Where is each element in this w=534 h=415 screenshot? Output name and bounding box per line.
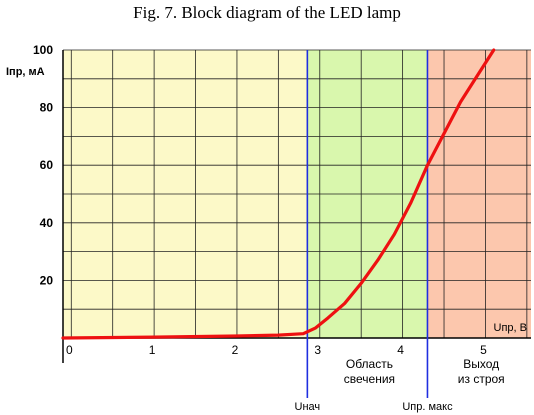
y-tick-label: 100 — [33, 43, 53, 57]
series-point — [409, 201, 413, 204]
y-tick-label: 60 — [40, 158, 54, 172]
chart-title: Fig. 7. Block diagram of the LED lamp — [133, 3, 401, 22]
series-layer — [61, 48, 496, 340]
labels-layer: 20 40 60 80 100 0 1 2 3 4 5 Iпр, мА Uпр, В Областьсве… — [6, 43, 527, 413]
marker-label-1: Uпр. макс — [402, 401, 453, 413]
series-point — [492, 48, 495, 52]
x-tick-label: 1 — [149, 343, 156, 357]
series-point — [235, 334, 239, 338]
series-point — [426, 164, 429, 167]
markers-layer — [306, 50, 429, 398]
zone-label-1: свечения — [344, 372, 395, 386]
zone-label-2: из строя — [458, 372, 505, 386]
series-point — [343, 302, 346, 305]
grid-layer — [63, 49, 531, 338]
x-axis-label: Uпр, В — [494, 322, 527, 334]
zone-label-2: Выход — [463, 357, 499, 371]
series-point — [326, 316, 330, 320]
series-point — [475, 74, 479, 78]
y-tick-label: 80 — [40, 101, 54, 115]
x-tick-label: 0 — [66, 343, 73, 357]
y-axis-label: Iпр, мА — [6, 66, 45, 78]
series-point — [376, 259, 379, 262]
series-point — [359, 282, 363, 285]
x-tick-label: 4 — [397, 343, 404, 357]
marker-label-0: Uнач — [295, 401, 321, 413]
zone-label-1: Область — [346, 357, 393, 371]
x-tick-label: 2 — [232, 343, 239, 357]
series-point — [442, 132, 446, 135]
x-tick-label: 3 — [314, 343, 321, 357]
series-point — [61, 336, 65, 340]
series-point — [393, 233, 396, 236]
y-tick-label: 40 — [40, 216, 54, 230]
series-point — [302, 332, 305, 335]
y-tick-label: 20 — [40, 273, 54, 287]
x-tick-label: 5 — [480, 343, 487, 357]
series-point — [314, 326, 317, 330]
series-point — [152, 335, 156, 339]
series-point — [459, 100, 462, 104]
series-point — [277, 333, 280, 337]
